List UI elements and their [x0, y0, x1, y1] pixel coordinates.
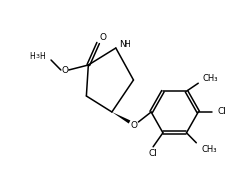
Text: H: H [39, 51, 45, 61]
Text: Cl: Cl [217, 108, 226, 116]
Text: 3: 3 [35, 53, 39, 58]
Text: O: O [130, 121, 137, 131]
Text: O: O [99, 33, 106, 41]
Text: CH₃: CH₃ [201, 74, 217, 83]
Text: Cl: Cl [148, 149, 157, 158]
Text: H: H [124, 40, 130, 49]
Text: N: N [118, 40, 125, 49]
Polygon shape [111, 112, 130, 123]
Text: O: O [61, 66, 68, 74]
Text: CH₃: CH₃ [200, 145, 216, 154]
Text: H: H [29, 51, 35, 61]
